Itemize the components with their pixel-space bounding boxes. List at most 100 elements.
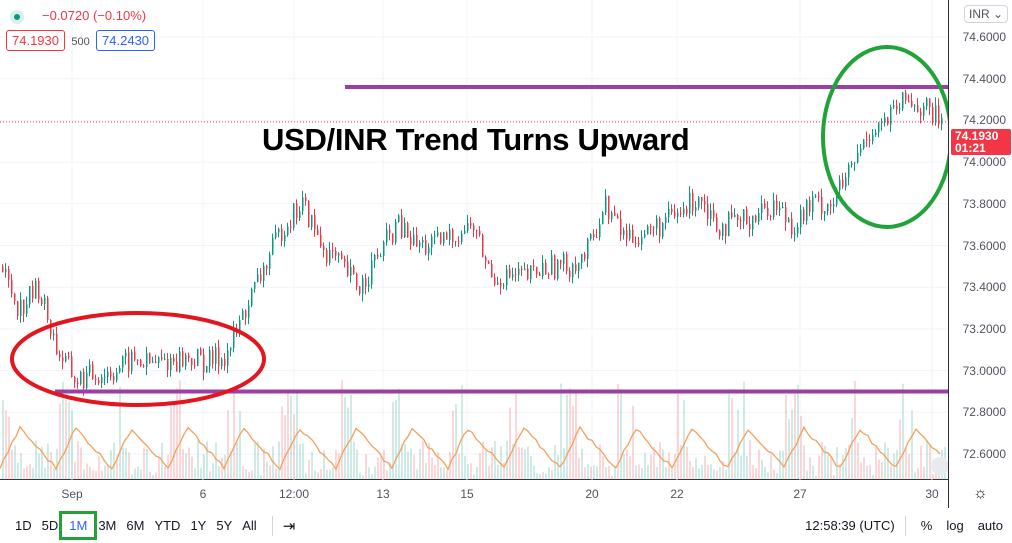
candle-body xyxy=(47,297,49,321)
candle-body xyxy=(329,249,331,263)
volume-bar xyxy=(74,461,76,480)
volume-bar xyxy=(677,391,679,480)
candle-body xyxy=(869,140,871,142)
candle-body xyxy=(920,111,922,116)
time-tick: 12:00 xyxy=(278,487,310,501)
symbol-legend: −0.0720 (−0.10%) 74.1930 500 74.2430 xyxy=(6,8,156,51)
oscillator-line xyxy=(0,425,941,471)
candle-body xyxy=(32,286,34,299)
goto-date-icon[interactable]: ⇥ xyxy=(282,517,296,535)
volume-bar xyxy=(710,464,712,480)
range-5d[interactable]: 5D xyxy=(41,518,59,533)
candle-body xyxy=(806,200,808,221)
candle-body xyxy=(317,229,319,235)
range-1m[interactable]: 1M xyxy=(59,511,98,540)
range-all[interactable]: All xyxy=(242,518,257,533)
volume-bar xyxy=(38,453,40,480)
volume-bar xyxy=(446,469,448,480)
time-axis[interactable]: Sep 6 12:00 13 15 20 22 27 30 xyxy=(0,480,948,508)
candle-body xyxy=(401,215,403,238)
volume-bar xyxy=(260,474,262,480)
price-tick: 72.8000 xyxy=(962,405,1006,420)
candle-body xyxy=(824,211,826,214)
volume-bar xyxy=(302,443,304,480)
candle-body xyxy=(470,223,472,226)
volume-bar xyxy=(521,447,523,480)
candle-body xyxy=(71,356,73,377)
volume-bar xyxy=(2,400,4,480)
candle-body xyxy=(728,212,730,237)
candle-body xyxy=(908,100,910,102)
candle-body xyxy=(569,270,571,278)
volume-bar xyxy=(608,465,610,480)
volume-bar xyxy=(401,444,403,480)
candle-body xyxy=(476,230,478,232)
log-toggle[interactable]: log xyxy=(946,518,964,533)
settings-gear-icon[interactable]: ☼ xyxy=(948,480,1012,508)
volume-bar xyxy=(668,452,670,480)
candle-body xyxy=(488,261,490,264)
volume-bar xyxy=(89,467,91,480)
candle-body xyxy=(689,192,691,214)
range-3m[interactable]: 3M xyxy=(98,518,117,533)
volume-bar xyxy=(806,470,808,480)
currency-button[interactable]: INR ⌄ xyxy=(964,5,1009,23)
candle-body xyxy=(608,195,610,220)
volume-bar xyxy=(626,449,628,480)
range-ytd[interactable]: YTD xyxy=(154,518,181,533)
price-axis[interactable]: INR ⌄ 74.6000 74.4000 74.2000 74.0000 73.800… xyxy=(948,0,1012,480)
volume-bar xyxy=(725,470,727,480)
volume-bar xyxy=(482,441,484,480)
volume-bar xyxy=(500,446,502,480)
candle-body xyxy=(881,121,883,124)
candle-body xyxy=(842,179,844,188)
auto-toggle[interactable]: auto xyxy=(977,518,1003,533)
candle-body xyxy=(614,212,616,216)
ask-price[interactable]: 74.2430 xyxy=(96,29,156,51)
volume-bar xyxy=(812,465,814,480)
candle-body xyxy=(650,226,652,228)
volume-bar xyxy=(893,453,895,480)
candle-body xyxy=(164,358,166,360)
candle-body xyxy=(209,350,211,367)
candle-body xyxy=(518,268,520,275)
volume-bar xyxy=(404,443,406,480)
candle-body xyxy=(752,215,754,230)
candle-body xyxy=(716,217,718,231)
chart-canvas[interactable] xyxy=(0,0,953,480)
candle-body xyxy=(587,239,589,260)
volume-bar xyxy=(440,467,442,480)
range-1d[interactable]: 1D xyxy=(15,518,32,533)
time-tick: 27 xyxy=(793,487,807,501)
current-price: 74.1930 xyxy=(955,129,999,143)
candle-body xyxy=(422,239,424,243)
volume-bar xyxy=(62,381,64,480)
volume-bar xyxy=(458,453,460,480)
range-1y[interactable]: 1Y xyxy=(190,518,207,533)
volume-bar xyxy=(359,473,361,480)
candle-body xyxy=(923,106,925,116)
candle-body xyxy=(941,117,943,125)
candle-body xyxy=(344,258,346,262)
bid-price[interactable]: 74.1930 xyxy=(6,29,65,51)
volume-bar xyxy=(560,383,562,480)
candle-body xyxy=(929,98,931,108)
volume-bar xyxy=(362,475,364,480)
candle-body xyxy=(833,204,835,207)
candle-body xyxy=(56,333,58,355)
volume-bar xyxy=(503,462,505,480)
range-6m[interactable]: 6M xyxy=(126,518,145,533)
volume-bar xyxy=(461,385,463,480)
volume-bar xyxy=(422,441,424,480)
price-chart[interactable]: −0.0720 (−0.10%) 74.1930 500 74.2430 USD… xyxy=(0,0,953,480)
candle-body xyxy=(785,207,787,223)
candle-body xyxy=(602,212,604,225)
clock[interactable]: 12:58:39 (UTC) xyxy=(805,518,895,533)
volume-bar xyxy=(638,464,640,480)
candle-body xyxy=(155,361,157,363)
volume-bar xyxy=(185,453,187,480)
volume-bar xyxy=(266,461,268,480)
range-5y[interactable]: 5Y xyxy=(216,518,233,533)
candle-body xyxy=(95,378,97,381)
percent-toggle[interactable]: % xyxy=(920,518,933,533)
